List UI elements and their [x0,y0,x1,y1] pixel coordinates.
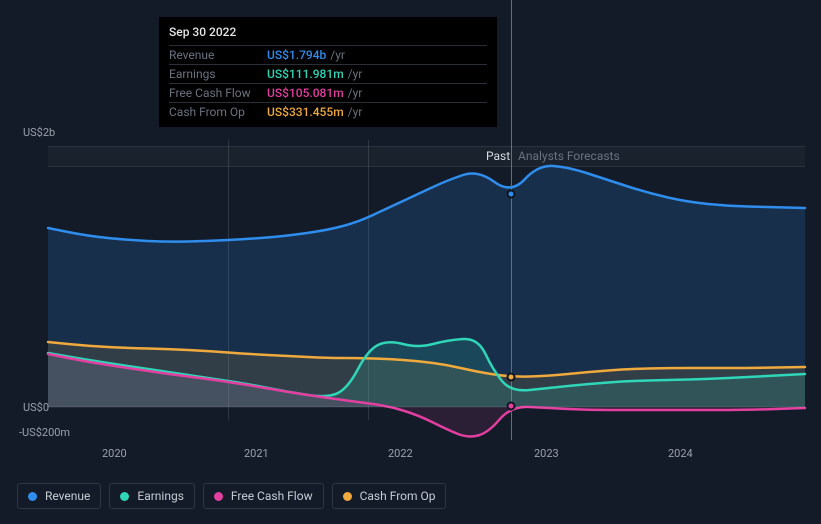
y-tick-label: US$0 [23,401,49,414]
tooltip-date: Sep 30 2022 [169,25,487,45]
tooltip-metric-unit: /yr [330,48,345,62]
free_cash_flow-marker [507,402,516,411]
x-tick-label: 2024 [668,447,693,460]
chart-legend: Revenue Earnings Free Cash Flow Cash From O… [17,483,446,509]
financials-chart: US$2b US$0 -US$200m Past Analysts Foreca… [17,0,805,524]
x-tick-label: 2022 [388,447,413,460]
revenue-marker [507,190,516,199]
cash_from_op-marker [507,373,516,382]
y-tick-label: US$2b [23,126,55,139]
tooltip-metric-value: US$105.081m [267,86,344,100]
tooltip-row: Cash From OpUS$331.455m/yr [169,102,487,121]
legend-label: Revenue [45,489,90,503]
tooltip-metric-label: Earnings [169,67,267,81]
tooltip-row: EarningsUS$111.981m/yr [169,64,487,83]
legend-item-earnings[interactable]: Earnings [109,483,195,509]
x-tick-label: 2023 [534,447,559,460]
tooltip-row: RevenueUS$1.794b/yr [169,45,487,64]
legend-swatch [28,492,37,501]
tooltip-metric-label: Revenue [169,48,267,62]
legend-item-free-cash-flow[interactable]: Free Cash Flow [203,483,324,509]
legend-swatch [120,492,129,501]
x-tick-label: 2020 [102,447,127,460]
tooltip-row: Free Cash FlowUS$105.081m/yr [169,83,487,102]
legend-swatch [214,492,223,501]
legend-item-revenue[interactable]: Revenue [17,483,101,509]
x-tick-label: 2021 [244,447,269,460]
legend-swatch [343,492,352,501]
tooltip-metric-unit: /yr [348,105,363,119]
chart-tooltip: Sep 30 2022 RevenueUS$1.794b/yrEarningsU… [159,17,497,127]
tooltip-metric-value: US$331.455m [267,105,344,119]
chart-plot-area[interactable] [48,140,805,440]
tooltip-metric-label: Cash From Op [169,105,267,119]
legend-label: Earnings [137,489,184,503]
legend-label: Cash From Op [360,489,436,503]
tooltip-metric-unit: /yr [348,86,363,100]
tooltip-metric-label: Free Cash Flow [169,86,267,100]
legend-item-cash-from-op[interactable]: Cash From Op [332,483,447,509]
tooltip-metric-value: US$111.981m [267,67,344,81]
tooltip-metric-value: US$1.794b [267,48,326,62]
tooltip-metric-unit: /yr [348,67,363,81]
legend-label: Free Cash Flow [231,489,313,503]
